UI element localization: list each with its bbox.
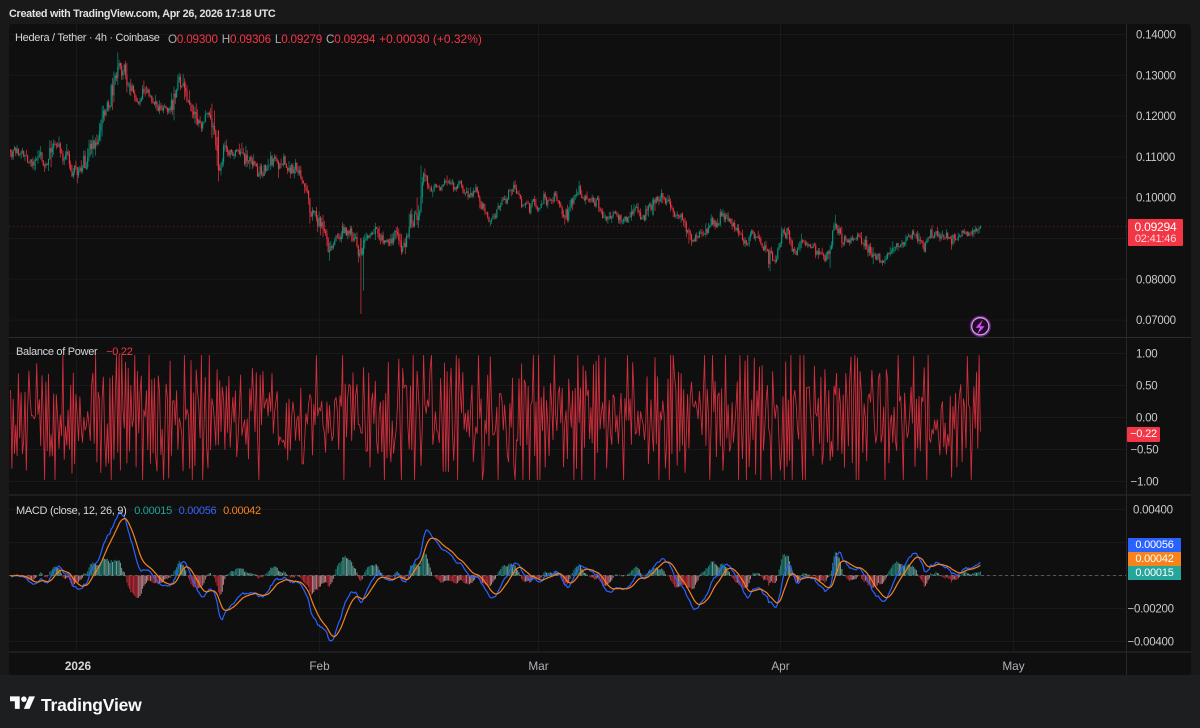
svg-text:−1.00: −1.00 [1131,477,1159,489]
svg-text:−0.50: −0.50 [1131,445,1159,457]
svg-text:0.11000: 0.11000 [1136,152,1175,164]
svg-text:Feb: Feb [309,659,330,673]
svg-text:2026: 2026 [65,659,92,673]
svg-text:Mar: Mar [528,659,548,673]
svg-text:−0.00400: −0.00400 [1128,637,1174,649]
svg-text:0.50: 0.50 [1136,381,1157,393]
svg-text:0.00400: 0.00400 [1133,505,1173,517]
svg-text:0.12000: 0.12000 [1136,111,1176,123]
svg-text:0.08000: 0.08000 [1136,274,1176,286]
svg-text:0.14000: 0.14000 [1136,30,1176,42]
svg-text:0.00: 0.00 [1136,413,1157,425]
svg-text:0.07000: 0.07000 [1136,315,1176,327]
svg-text:0.13000: 0.13000 [1136,70,1176,82]
svg-text:1.00: 1.00 [1136,349,1157,361]
svg-text:−0.00200: −0.00200 [1128,604,1174,616]
svg-text:Apr: Apr [771,659,789,673]
svg-text:0.10000: 0.10000 [1136,193,1176,205]
svg-text:May: May [1002,659,1024,673]
